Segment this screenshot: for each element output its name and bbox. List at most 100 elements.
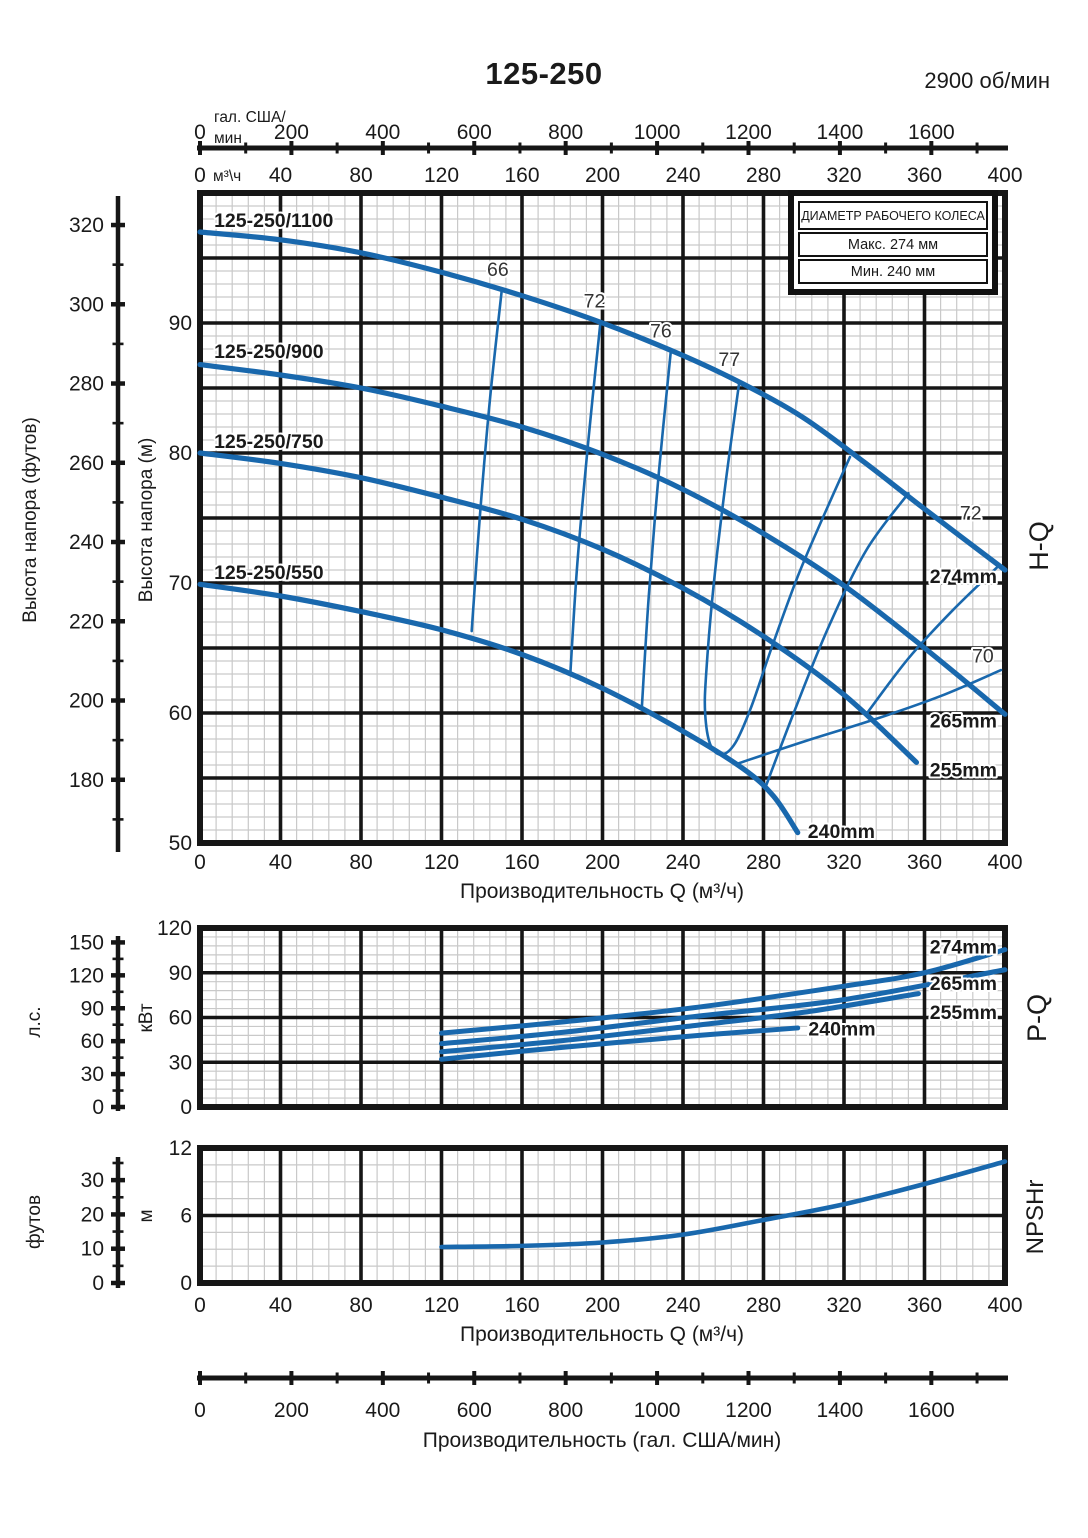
m3h-npsh-tick-label: 80 bbox=[349, 1294, 372, 1317]
side-label-npshr: NPSHr bbox=[1022, 1180, 1049, 1255]
gal-tick-label: 800 bbox=[548, 1399, 583, 1422]
hq-curves bbox=[197, 229, 1008, 836]
gal-tick-label: 1000 bbox=[634, 1399, 681, 1422]
gal-unit-label-1: гал. США/ bbox=[214, 109, 286, 126]
m3h-hq-bottom-tick-label: 120 bbox=[424, 851, 459, 874]
npsh-grid bbox=[197, 1145, 1008, 1286]
ruler-tick-label: 60 bbox=[81, 1030, 104, 1053]
gal-tick-label: 600 bbox=[457, 1399, 492, 1422]
npsh-x-axis-title: Производительность Q (м³/ч) bbox=[460, 1323, 744, 1346]
gal-ruler-top: 0 200 400 600 800 1000 1200 1400 1600 гал. США/ми… bbox=[194, 109, 1008, 155]
impeller-box-title: ДИАМЕТР РАБОЧЕГО КОЛЕСА bbox=[798, 201, 988, 230]
feet-ruler: 180 200 220 240 260 280 300 320 bbox=[69, 196, 125, 852]
rpm-label: 2900 об/мин bbox=[924, 68, 1050, 93]
pq-diameter-label: 274mm bbox=[930, 936, 997, 958]
gal-tick-label: 1400 bbox=[817, 1399, 864, 1422]
ruler-tick-label: 200 bbox=[69, 690, 104, 713]
kw-tick-label: 0 bbox=[180, 1096, 192, 1119]
m3h-top-tick-label: 40 bbox=[269, 164, 292, 187]
m3h-npsh-tick-label: 120 bbox=[424, 1294, 459, 1317]
gal-axis-title: Производительность (гал. США/мин) bbox=[423, 1429, 781, 1452]
hq-x-axis-title: Производительность Q (м³/ч) bbox=[460, 880, 744, 903]
diameter-label: 265mm bbox=[930, 710, 997, 732]
efficiency-label: 72 bbox=[584, 290, 606, 312]
side-label-pq: P-Q bbox=[1022, 994, 1052, 1042]
m3h-top-tick-label: 320 bbox=[826, 164, 861, 187]
m3h-top-tick-label: 280 bbox=[746, 164, 781, 187]
m3h-hq-bottom-tick-label: 40 bbox=[269, 851, 292, 874]
m3h-npsh-tick-label: 160 bbox=[504, 1294, 539, 1317]
npsh-curve-group bbox=[439, 1159, 1008, 1250]
efficiency-line-unlabeled-4 bbox=[764, 492, 910, 789]
m3h-npsh-tick-label: 360 bbox=[907, 1294, 942, 1317]
m3h-hq-bottom-tick-label: 0 bbox=[194, 851, 206, 874]
gal-unit-label-2: мин bbox=[214, 130, 242, 147]
gal-tick-label: 600 bbox=[457, 121, 492, 144]
pq-diameter-label: 255mm bbox=[930, 1002, 997, 1024]
diameter-label: 240mm bbox=[808, 821, 875, 843]
kw-tick-label: 120 bbox=[157, 917, 192, 940]
gal-tick-label: 200 bbox=[274, 1399, 309, 1422]
curve-name-label: 125-250/750 bbox=[214, 431, 324, 453]
gal-tick-label: 1600 bbox=[908, 121, 955, 144]
m3h-top-tick-label: 80 bbox=[349, 164, 372, 187]
ruler-tick-label: 30 bbox=[81, 1063, 104, 1086]
impeller-min: Мин. 240 мм bbox=[798, 259, 988, 284]
ruler-tick-label: 90 bbox=[81, 997, 104, 1020]
hp-ruler: 0 30 60 90 120 150 bbox=[69, 931, 125, 1119]
axis-title-npsh-feet: футов bbox=[24, 1195, 45, 1249]
ruler-tick-label: 20 bbox=[81, 1203, 104, 1226]
m3h-hq-bottom-tick-label: 160 bbox=[504, 851, 539, 874]
ruler-tick-label: 0 bbox=[92, 1096, 104, 1119]
m3h-npsh-tick-label: 40 bbox=[269, 1294, 292, 1317]
ruler-tick-label: 180 bbox=[69, 769, 104, 792]
hq-curve-274mm bbox=[197, 229, 1008, 573]
npsh-m-tick-label: 12 bbox=[169, 1137, 192, 1160]
curve-name-label: 125-250/550 bbox=[214, 562, 324, 584]
ruler-tick-label: 320 bbox=[69, 214, 104, 237]
ruler-tick-label: 10 bbox=[81, 1238, 104, 1261]
m3h-hq-bottom-tick-label: 360 bbox=[907, 851, 942, 874]
m3h-top-tick-label: 400 bbox=[987, 164, 1022, 187]
ruler-tick-label: 300 bbox=[69, 293, 104, 316]
efficiency-label: 76 bbox=[650, 320, 672, 342]
gal-tick-label: 1600 bbox=[908, 1399, 955, 1422]
efficiency-label: 66 bbox=[487, 259, 509, 281]
ruler-tick-label: 30 bbox=[81, 1169, 104, 1192]
m3h-unit-label: м³\ч bbox=[213, 168, 241, 185]
pq-curves: 274mm 265mm 255mm 240mm bbox=[439, 934, 1008, 1062]
m3h-npsh-tick-label: 0 bbox=[194, 1294, 206, 1317]
hq-labels: 125-250/1100 274mm 125-250/900 265mm 125-250… bbox=[169, 208, 999, 855]
diameter-label: 274mm bbox=[930, 566, 997, 588]
axis-title-meters: Высота напора (м) bbox=[136, 438, 157, 603]
m3h-hq-bottom-tick-label: 400 bbox=[987, 851, 1022, 874]
pq-curve-240mm bbox=[439, 1025, 801, 1062]
curve-name-label: 125-250/900 bbox=[214, 341, 324, 363]
efficiency-line-76-2 bbox=[640, 349, 673, 711]
axis-title-hp: л.с. bbox=[24, 1006, 45, 1037]
npshr-curve bbox=[439, 1159, 1008, 1250]
m3h-npsh-tick-label: 200 bbox=[585, 1294, 620, 1317]
meters-tick-label: 60 bbox=[169, 702, 192, 725]
impeller-diameter-box: ДИАМЕТР РАБОЧЕГО КОЛЕСА Макс. 274 мм Мин… bbox=[788, 190, 998, 295]
kw-tick-label: 90 bbox=[169, 962, 192, 985]
m3h-top-tick-label: 240 bbox=[665, 164, 700, 187]
npsh-m-tick-label: 0 bbox=[180, 1272, 192, 1295]
m3h-top-tick-label: 200 bbox=[585, 164, 620, 187]
diameter-label: 255mm bbox=[930, 760, 997, 782]
m3h-hq-bottom-tick-label: 80 bbox=[349, 851, 372, 874]
m3h-top-tick-label: 0 bbox=[194, 164, 206, 187]
ruler-tick-label: 220 bbox=[69, 610, 104, 633]
ruler-tick-label: 150 bbox=[69, 931, 104, 954]
m3h-top-tick-label: 160 bbox=[504, 164, 539, 187]
efficiency-label: 77 bbox=[718, 349, 740, 371]
gal-tick-label: 0 bbox=[194, 1399, 206, 1422]
m3h-top-tick-label: 360 bbox=[907, 164, 942, 187]
m3h-top-tick-label: 120 bbox=[424, 164, 459, 187]
npsh-feet-ruler: 0 10 20 30 bbox=[81, 1157, 125, 1295]
hq-curve-255mm bbox=[197, 450, 920, 765]
kw-tick-label: 30 bbox=[169, 1051, 192, 1074]
gal-tick-label: 1400 bbox=[817, 121, 864, 144]
